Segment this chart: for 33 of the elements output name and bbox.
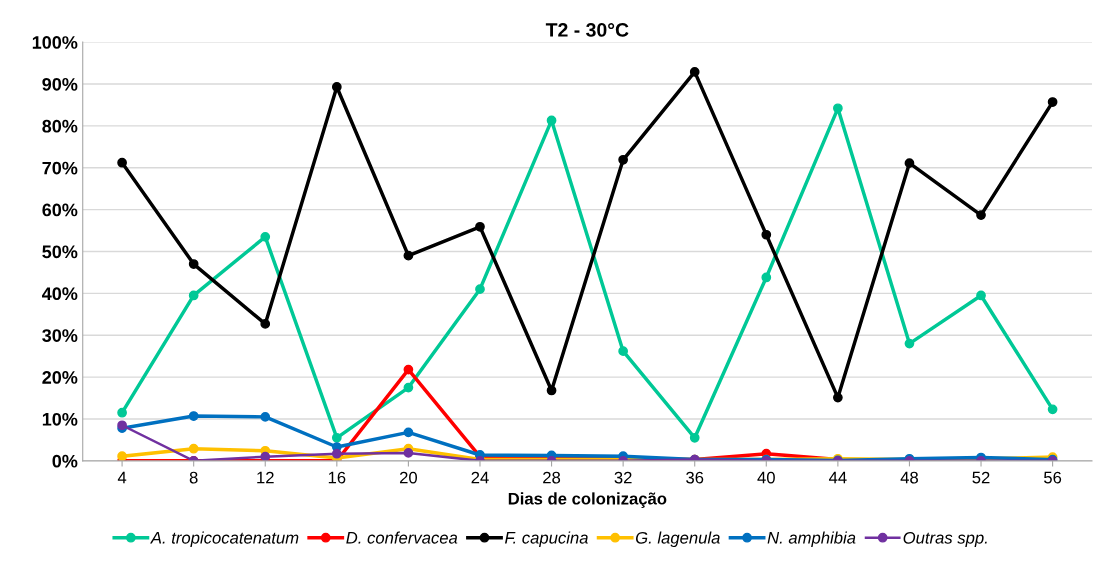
y-tick-label: 10% [42, 412, 78, 426]
chart-title: T2 - 30°C [545, 23, 629, 37]
y-tick-label: 70% [42, 161, 78, 175]
y-tick-label: 30% [42, 329, 78, 342]
y-tick-label: 20% [42, 371, 78, 384]
legend-label: F. capucina [505, 531, 588, 547]
x-tick-label: 20 [399, 471, 418, 484]
x-tick-label: 4 [117, 471, 127, 484]
legend-label: A. tropicocatenatum [150, 531, 299, 547]
y-tick-label: 0% [52, 454, 78, 468]
x-axis-title: Dias de colonização [508, 492, 667, 508]
y-tick-label: 60% [42, 203, 78, 217]
x-tick-label: 28 [543, 471, 561, 484]
x-tick-label: 24 [471, 471, 489, 484]
x-tick-label: 48 [900, 471, 918, 484]
x-tick-label: 52 [972, 471, 990, 484]
x-tick-label: 40 [757, 471, 775, 484]
legend-label: D. confervacea [346, 531, 458, 544]
x-tick-label: 16 [328, 471, 346, 484]
x-tick-label: 44 [828, 471, 847, 484]
x-tick-label: 32 [614, 471, 632, 484]
y-tick-label: 40% [42, 287, 78, 301]
legend-label: Outras spp. [903, 531, 987, 547]
x-tick-label: 36 [686, 471, 704, 484]
y-tick-label: 80% [42, 119, 78, 133]
legend-label: N. amphibia [767, 531, 856, 547]
x-tick-label: 8 [189, 471, 198, 484]
y-tick-label: 90% [42, 77, 78, 91]
y-tick-label: 50% [42, 245, 78, 259]
x-tick-label: 12 [257, 471, 274, 484]
x-tick-label: 56 [1044, 471, 1062, 484]
y-tick-label: 100% [32, 36, 78, 49]
legend-label: G. lagenula [635, 531, 720, 547]
